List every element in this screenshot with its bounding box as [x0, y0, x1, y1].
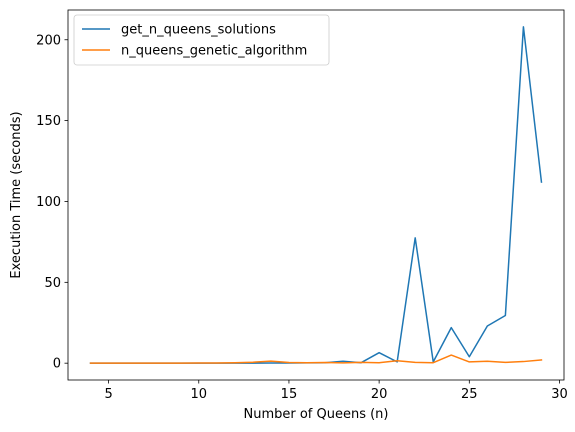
x-tick-label: 30 — [551, 387, 568, 402]
y-tick-label: 0 — [53, 357, 61, 372]
x-tick-label: 25 — [461, 387, 478, 402]
legend: get_n_queens_solutions n_queens_genetic_a… — [73, 14, 330, 66]
y-tick-label: 200 — [36, 33, 61, 48]
y-tick-label: 50 — [44, 276, 61, 291]
y-axis: 0 50 100 150 200 — [36, 33, 68, 372]
y-axis-label: Execution Time (seconds) — [9, 111, 24, 278]
legend-entry-label: get_n_queens_solutions — [121, 23, 276, 38]
x-tick-label: 20 — [371, 387, 388, 402]
legend-entry-label: n_queens_genetic_algorithm — [121, 44, 307, 59]
x-tick-label: 10 — [190, 387, 207, 402]
plot-area — [68, 10, 564, 380]
y-tick-label: 150 — [36, 114, 61, 129]
y-tick-label: 100 — [36, 195, 61, 210]
x-axis: 5 10 15 20 25 30 — [104, 380, 568, 402]
x-tick-label: 15 — [281, 387, 298, 402]
x-axis-label: Number of Queens (n) — [243, 407, 388, 422]
series-line-n-queens-genetic-algorithm — [89, 354, 543, 364]
series-layer — [89, 26, 543, 364]
x-tick-label: 5 — [104, 387, 112, 402]
plot-frame — [67, 9, 565, 381]
legend-box — [73, 14, 330, 66]
